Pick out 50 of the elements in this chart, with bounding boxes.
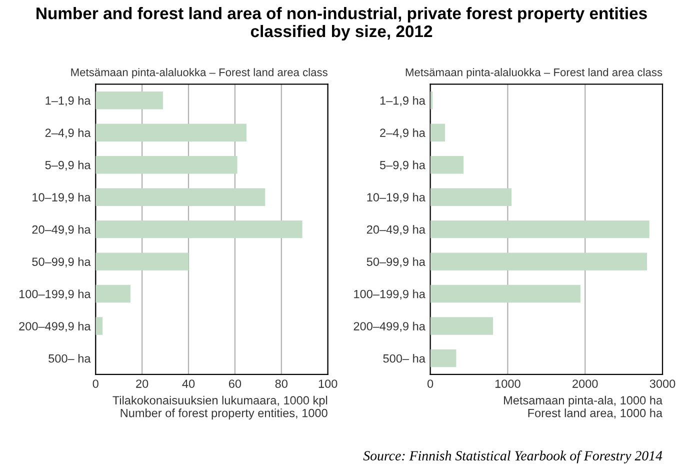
x-tick-label: 0 [92,380,98,388]
bar [96,188,266,206]
y-tick-label: 5–9,9 ha [45,160,91,171]
bar [430,188,512,206]
bar [96,252,189,270]
bar [430,124,445,142]
chart-title: Number and forest land area of non-industrial, private forest property entities classified by size, 2012 [36,7,647,41]
bar [96,317,103,335]
bar [430,220,650,238]
y-tick-label: 100–199,9 ha [19,290,91,300]
bar [96,220,302,238]
y-tick-label: 200–499,9 ha [354,322,426,332]
y-tick-label: 20–49,9 ha [366,225,426,236]
y-tick-label: 2–4,9 ha [45,128,91,138]
bar [430,349,456,368]
x-tick-label: 60 [228,380,242,388]
y-tick-label: 50–99,9 ha [366,257,426,268]
bar [430,252,648,270]
x-axis-title: Tilakokonaisuuksien lukumaara, 1000 kpl Number of forest property entities, 1000 [112,396,328,420]
bar [430,156,464,174]
bar [430,284,580,303]
x-tick-label: 40 [182,380,195,388]
y-tick-label: 1–1,9 ha [46,96,91,106]
x-tick-label: 20 [136,380,148,388]
bar [96,124,247,142]
source-note: Source: Finnish Statistical Yearbook of Forestry 2014 [363,450,662,464]
x-tick-label: 2000 [572,380,598,388]
bar [96,284,130,303]
y-tick-label: 200–499,9 ha [19,322,91,332]
bar [430,317,493,335]
y-tick-label: 50–99,9 ha [32,257,91,268]
x-tick-label: 1000 [495,380,520,388]
y-tick-label: 100–199,9 ha [354,290,426,300]
x-tick-label: 3000 [650,380,676,388]
x-tick-label: 80 [275,380,288,388]
bar [96,156,238,174]
x-axis-title: Metsamaan pinta-ala, 1000 ha Forest land area, 1000 ha [504,396,663,419]
y-axis-title: Metsämaan pinta-alaluokka – Forest land area class [406,68,662,78]
x-tick-label: 0 [427,380,434,388]
bar [96,91,163,110]
y-tick-label: 1–1,9 ha [380,96,426,106]
y-tick-label: 10–19,9 ha [367,192,426,203]
y-tick-label: 2–4,9 ha [380,128,426,138]
y-tick-label: 500– ha [48,354,91,363]
y-axis-title: Metsämaan pinta-alaluokka – Forest land area class [71,68,328,78]
y-tick-label: 10–19,9 ha [32,192,91,203]
y-tick-label: 5–9,9 ha [380,160,426,171]
x-tick-label: 100 [318,380,338,388]
y-tick-label: 20–49,9 ha [32,225,91,236]
y-tick-label: 500– ha [383,354,426,363]
